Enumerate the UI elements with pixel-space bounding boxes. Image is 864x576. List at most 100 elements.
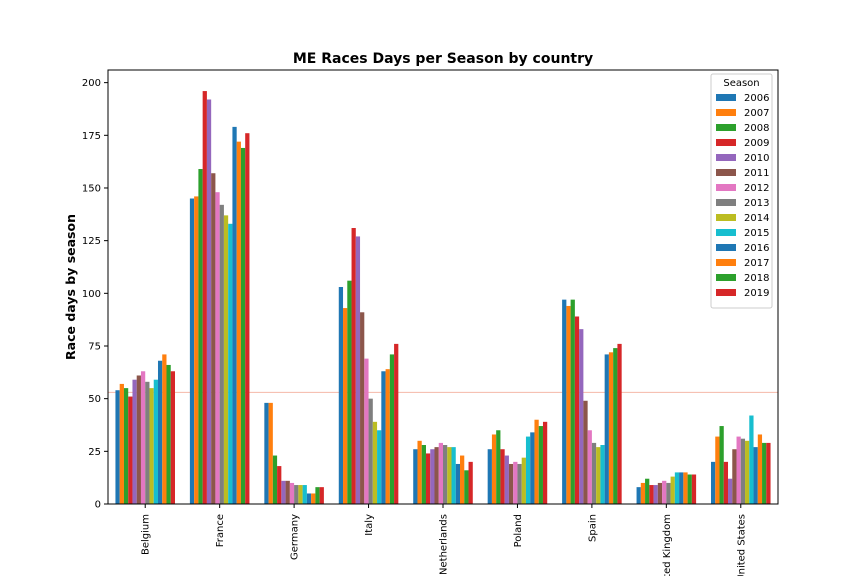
bar-belgium-2006: [115, 390, 120, 504]
bar-netherlands-2010: [430, 449, 435, 504]
legend: Season 2006 2007 2008 2009 2010 2011 2012 2013 20…: [710, 73, 773, 309]
legend-swatch-2012: [716, 184, 736, 191]
bar-united-states-2017: [757, 434, 763, 504]
bar-belgium-2010: [132, 379, 137, 504]
legend-label-2019: 2019: [744, 288, 769, 299]
bar-italy-2014: [372, 421, 378, 504]
legend-swatch-2018: [716, 274, 736, 281]
y-tick-label: 0: [95, 500, 101, 511]
bar-france-2011: [211, 173, 216, 504]
bar-germany-2016: [306, 493, 312, 504]
bar-belgium-2017: [162, 354, 167, 504]
x-tick-label: France: [215, 514, 226, 547]
bar-poland-2012: [513, 461, 518, 504]
legend-label-2007: 2007: [744, 108, 769, 119]
bar-france-2016: [232, 126, 237, 505]
bar-poland-2018: [538, 426, 543, 504]
bar-spain-2009: [574, 316, 580, 504]
bar-belgium-2009: [128, 396, 133, 504]
bar-germany-2015: [302, 485, 307, 504]
legend-label-2014: 2014: [744, 213, 769, 224]
bar-france-2007: [194, 196, 199, 504]
bar-italy-2007: [343, 308, 348, 504]
bar-poland-2008: [496, 430, 501, 504]
x-tick-label: United States: [736, 514, 747, 576]
bar-poland-2013: [517, 463, 522, 504]
legend-label-2015: 2015: [744, 228, 769, 239]
bar-spain-2006: [562, 299, 567, 504]
bar-italy-2019: [394, 343, 399, 504]
legend-swatch-2006: [716, 94, 736, 101]
bar-netherlands-2013: [443, 445, 448, 504]
bar-spain-2011: [583, 400, 588, 504]
legend-label-2013: 2013: [744, 198, 769, 209]
bar-poland-2019: [542, 421, 548, 504]
bar-spain-2008: [570, 299, 575, 504]
legend-swatch-2007: [716, 109, 736, 116]
bar-belgium-2008: [123, 388, 129, 504]
bar-italy-2013: [368, 398, 373, 504]
bar-united-states-2014: [745, 440, 750, 504]
bar-france-2009: [202, 91, 207, 504]
legend-label-2006: 2006: [744, 93, 769, 104]
legend-title: Season: [723, 78, 759, 89]
bar-united-kingdom-2017: [683, 472, 688, 504]
legend-label-2017: 2017: [744, 258, 769, 269]
bar-france-2017: [236, 141, 241, 504]
bar-poland-2014: [521, 457, 526, 504]
bar-poland-2016: [530, 432, 535, 504]
bar-spain-2013: [591, 442, 597, 504]
bar-belgium-2011: [136, 375, 141, 504]
bar-italy-2012: [364, 358, 369, 504]
legend-swatch-2015: [716, 229, 736, 236]
chart-title: ME Races Days per Season by country: [293, 51, 593, 67]
bar-united-states-2011: [732, 449, 737, 504]
bar-united-states-2006: [711, 461, 716, 504]
bar-italy-2006: [338, 287, 344, 504]
x-tick-label: Belgium: [141, 514, 152, 555]
bar-france-2015: [228, 223, 233, 504]
bar-poland-2015: [525, 436, 531, 504]
bar-france-2013: [219, 204, 224, 504]
bar-netherlands-2012: [438, 442, 443, 504]
bar-united-kingdom-2006: [636, 487, 641, 504]
bar-belgium-2007: [119, 383, 124, 504]
bar-poland-2017: [534, 419, 539, 504]
bar-united-kingdom-2012: [662, 480, 667, 504]
bar-belgium-2016: [157, 360, 163, 504]
bar-united-kingdom-2014: [670, 476, 675, 504]
bar-italy-2011: [360, 312, 365, 504]
bar-netherlands-2017: [460, 455, 465, 504]
legend-swatch-2008: [716, 124, 736, 131]
bar-france-2008: [198, 169, 203, 505]
plot-area: 0 25 50 75 100 125 150 175 200 Belgium France Germa…: [82, 69, 779, 576]
bar-united-kingdom-2019: [691, 474, 697, 504]
x-tick-label: United Kingdom: [662, 514, 673, 576]
bar-spain-2015: [600, 445, 605, 504]
bar-belgium-2019: [170, 371, 175, 504]
bar-germany-2011: [285, 480, 290, 504]
y-tick-label: 50: [88, 394, 101, 405]
bar-united-kingdom-2013: [666, 482, 671, 504]
bar-spain-2010: [579, 329, 584, 504]
legend-label-2016: 2016: [744, 243, 769, 254]
bar-netherlands-2016: [455, 463, 461, 504]
bar-france-2006: [189, 198, 195, 504]
bar-france-2012: [215, 192, 220, 505]
bar-united-kingdom-2016: [679, 472, 684, 504]
bar-germany-2017: [311, 493, 316, 504]
bar-poland-2010: [504, 455, 509, 504]
legend-label-2008: 2008: [744, 123, 769, 134]
bar-italy-2009: [351, 228, 356, 504]
bar-united-states-2008: [719, 426, 724, 504]
x-tick-label: Italy: [364, 514, 375, 536]
bar-netherlands-2018: [464, 470, 469, 504]
bar-italy-2016: [381, 371, 386, 504]
legend-swatch-2019: [716, 289, 736, 296]
bar-netherlands-2014: [447, 447, 452, 504]
legend-swatch-2009: [716, 139, 736, 146]
bar-spain-2018: [613, 348, 618, 504]
bar-italy-2018: [389, 354, 395, 504]
bar-netherlands-2011: [434, 447, 439, 504]
bar-united-states-2012: [736, 436, 741, 504]
